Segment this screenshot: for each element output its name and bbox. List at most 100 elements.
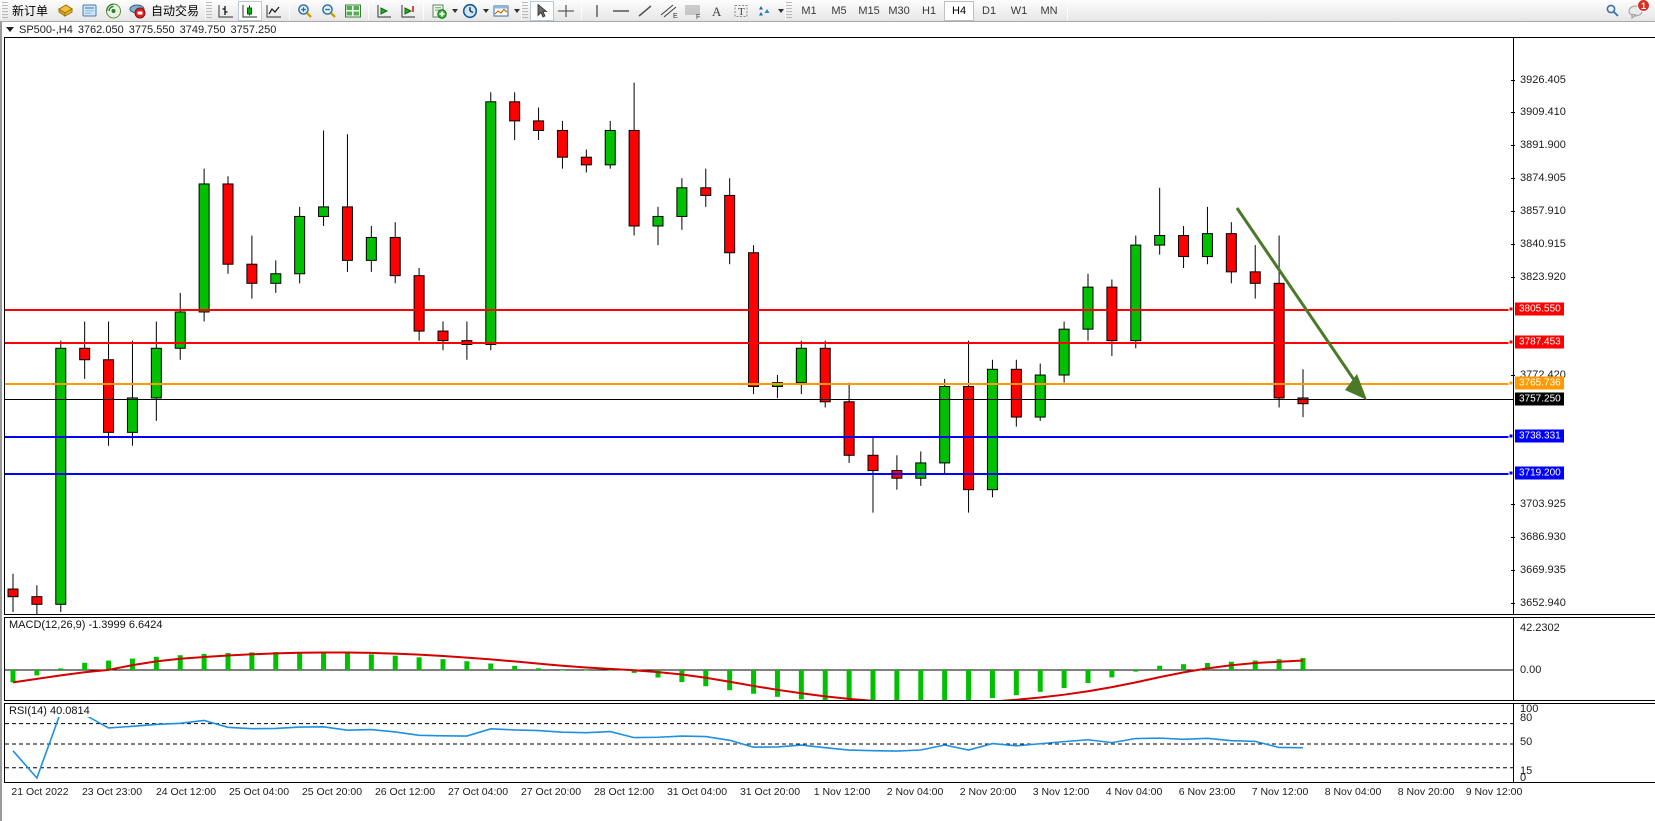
collapse-triangle-icon[interactable]	[6, 27, 14, 32]
autotrading-icon[interactable]	[125, 1, 149, 21]
price-level-tag-resistance[interactable]: 3787.453	[1515, 335, 1564, 349]
timeframe-w1[interactable]: W1	[1010, 4, 1028, 17]
price-level-handle[interactable]	[1508, 433, 1513, 439]
rsi-pane[interactable]: 100 80 50 15 0 RSI(14) 40.0814	[4, 703, 1655, 784]
toolbar-separator-5	[1067, 1, 1069, 20]
price-pane[interactable]: 3926.405 3909.410 3891.900 3874.905 3857.910…	[4, 37, 1655, 641]
svg-text:E: E	[673, 13, 678, 19]
price-level-line-support[interactable]	[5, 436, 1513, 438]
equidistant-channel-icon[interactable]: E	[657, 1, 681, 21]
macd-plot-area[interactable]	[5, 618, 1513, 700]
price-level-line-pivot[interactable]	[5, 383, 1513, 385]
price-axis-tick: 3891.900	[1520, 139, 1566, 151]
line-chart-icon[interactable]	[262, 1, 286, 21]
price-level-handle[interactable]	[1508, 380, 1513, 386]
price-level-tag-support[interactable]: 3738.331	[1515, 429, 1564, 443]
time-axis[interactable]: 21 Oct 2022 23 Oct 23:00 24 Oct 12:00 25 Oc…	[4, 785, 1522, 801]
tile-windows-icon[interactable]	[341, 1, 365, 21]
price-level-line-support[interactable]	[5, 473, 1513, 475]
toolbar-right-group: 1	[1601, 0, 1655, 21]
objects-icon[interactable]	[753, 1, 777, 21]
time-axis-tick: 27 Oct 04:00	[447, 786, 509, 798]
candlestick-chart-icon[interactable]	[238, 0, 263, 21]
price-level-line-current-price[interactable]	[5, 399, 1513, 400]
chart-window[interactable]: SP500-,H4 3762.050 3775.550 3749.750 375…	[0, 22, 1655, 821]
price-axis-tick: 3669.935	[1520, 564, 1566, 576]
crosshair-icon[interactable]	[554, 1, 578, 21]
price-level-tag-pivot[interactable]: 3765.736	[1515, 376, 1564, 390]
chat-icon[interactable]: 1	[1625, 0, 1650, 21]
toolbar-grip-4[interactable]	[785, 1, 793, 20]
rsi-label: RSI(14) 40.0814	[9, 705, 94, 717]
price-axis-tick-mark	[1511, 112, 1515, 113]
new-chart-icon[interactable]	[427, 1, 451, 21]
timeframe-mn[interactable]: MN	[1040, 4, 1058, 17]
price-axis-tick-mark	[1511, 603, 1515, 604]
price-level-handle[interactable]	[1508, 470, 1513, 476]
chevron-down-icon-2[interactable]	[483, 8, 490, 13]
svg-text:T: T	[738, 6, 745, 18]
chevron-down-icon-4[interactable]	[778, 8, 785, 13]
autotrading-label[interactable]: 自动交易	[151, 3, 200, 18]
timeframe-m5[interactable]: M5	[831, 4, 847, 17]
data-window-icon[interactable]	[372, 1, 396, 21]
rsi-plot-area[interactable]	[5, 704, 1513, 782]
price-axis-tick-mark	[1511, 211, 1515, 212]
time-axis-tick: 8 Nov 20:00	[1397, 786, 1455, 798]
rsi-axis-tick: 80	[1520, 712, 1533, 724]
timeframe-m30[interactable]: M30	[888, 4, 910, 17]
time-axis-tick: 2 Nov 04:00	[886, 786, 944, 798]
toolbar-grip[interactable]	[1, 1, 8, 20]
price-axis-tick-mark	[1511, 178, 1515, 179]
bar-chart-icon[interactable]	[214, 1, 238, 21]
new-order-icon[interactable]	[53, 1, 77, 21]
horizontal-line-icon[interactable]	[609, 1, 633, 21]
chevron-down-icon-3[interactable]	[514, 8, 521, 13]
price-level-tag-support[interactable]: 3719.200	[1515, 466, 1564, 480]
toolbar-grip-2[interactable]	[205, 1, 213, 20]
price-axis-tick: 3652.940	[1520, 597, 1566, 609]
price-level-line-resistance[interactable]	[5, 342, 1513, 344]
zoom-out-icon[interactable]	[317, 1, 341, 21]
wifi-signal-icon[interactable]	[101, 1, 125, 21]
price-level-tag-resistance[interactable]: 3805.550	[1515, 302, 1564, 316]
timeframe-m1[interactable]: M1	[801, 4, 817, 17]
price-level-handle[interactable]	[1508, 339, 1513, 345]
timeframe-m15[interactable]: M15	[858, 4, 880, 17]
price-level-line-resistance[interactable]	[5, 309, 1513, 311]
fibonacci-icon[interactable]: F	[681, 1, 705, 21]
text-icon[interactable]: A	[705, 1, 729, 21]
search-icon[interactable]	[1601, 1, 1625, 21]
indicator-list-icon[interactable]	[396, 1, 420, 21]
time-axis-tick: 27 Oct 20:00	[520, 786, 582, 798]
zoom-in-icon[interactable]	[293, 1, 317, 21]
text-label-icon[interactable]: T	[729, 1, 753, 21]
vertical-line-icon[interactable]	[585, 1, 609, 21]
timeframe-d1[interactable]: D1	[982, 4, 997, 17]
timeframe-h1[interactable]: H1	[922, 4, 937, 17]
rsi-axis[interactable]: 100 80 50 15 0	[1513, 703, 1655, 784]
price-level-handle[interactable]	[1508, 306, 1513, 312]
chart-symbol-period: SP500-,H4	[19, 23, 73, 36]
price-axis-tick-mark	[1511, 570, 1515, 571]
cloud-sync-icon[interactable]	[77, 1, 101, 21]
timeframe-h4[interactable]: H4	[944, 0, 975, 21]
new-order-button[interactable]: 新订单	[12, 3, 49, 18]
toolbar-grip-3[interactable]	[521, 1, 529, 20]
svg-text:F: F	[696, 14, 700, 19]
time-axis-tick: 24 Oct 12:00	[155, 786, 217, 798]
svg-text:A: A	[712, 4, 722, 19]
cursor-icon[interactable]	[530, 0, 555, 21]
price-axis[interactable]: 3926.405 3909.410 3891.900 3874.905 3857.910…	[1511, 38, 1655, 641]
time-axis-tick: 21 Oct 2022	[11, 786, 69, 798]
toolbar-separator-4	[581, 1, 583, 20]
trend-line-icon[interactable]	[633, 1, 657, 21]
chevron-down-icon[interactable]	[452, 8, 459, 13]
macd-axis-tick: 0.00	[1520, 664, 1542, 676]
indicators-icon[interactable]	[489, 1, 513, 21]
price-plot-area[interactable]	[5, 38, 1513, 614]
period-clock-icon[interactable]	[458, 1, 482, 21]
price-level-tag-current-price[interactable]: 3757.250	[1515, 392, 1564, 406]
